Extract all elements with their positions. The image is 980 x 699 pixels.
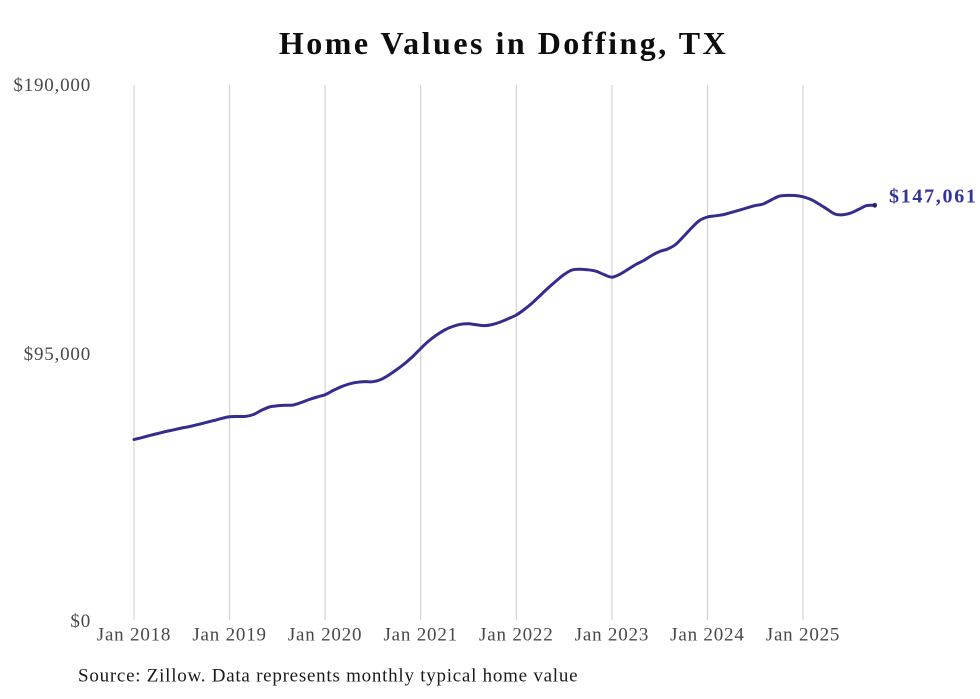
svg-text:$0: $0 [70, 611, 91, 632]
svg-text:Source: Zillow. Data represent: Source: Zillow. Data represents monthly … [78, 666, 578, 687]
svg-text:$190,000: $190,000 [13, 75, 91, 96]
svg-text:Home Values in Doffing, TX: Home Values in Doffing, TX [279, 25, 728, 61]
svg-text:Jan 2025: Jan 2025 [766, 625, 840, 646]
svg-text:Jan 2023: Jan 2023 [575, 625, 649, 646]
svg-text:$95,000: $95,000 [24, 344, 91, 365]
svg-text:Jan 2024: Jan 2024 [670, 625, 744, 646]
svg-text:$147,061: $147,061 [889, 186, 978, 208]
svg-text:Jan 2018: Jan 2018 [97, 625, 171, 646]
svg-text:Jan 2021: Jan 2021 [383, 625, 457, 646]
svg-text:Jan 2020: Jan 2020 [288, 625, 362, 646]
svg-text:Jan 2022: Jan 2022 [479, 625, 553, 646]
svg-text:Jan 2019: Jan 2019 [192, 625, 266, 646]
